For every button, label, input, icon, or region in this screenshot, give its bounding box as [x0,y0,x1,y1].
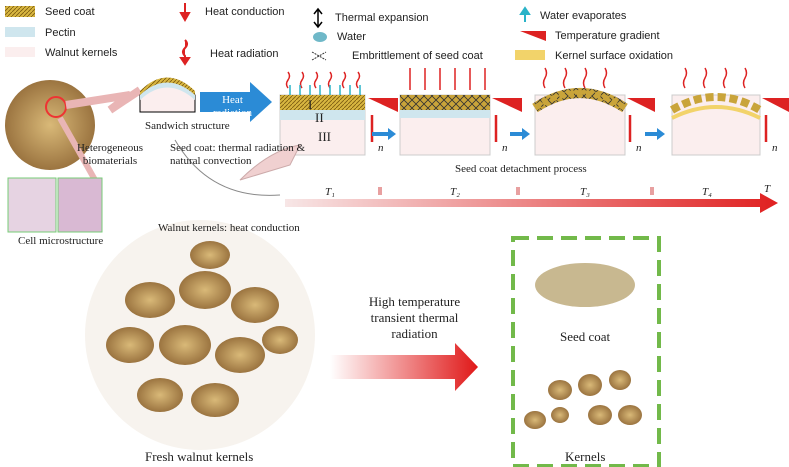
legend-label: Thermal expansion [335,12,429,24]
normal-label: n [378,142,384,154]
time-label: T₁ [325,186,335,198]
axis-label: T [764,183,771,195]
legend-label: Heat conduction [205,6,285,18]
legend-label: Walnut kernels [45,47,118,59]
legend-label: Seed coat [45,6,95,18]
normal-label: n [502,142,508,154]
label: Seed coat [560,329,611,344]
label: Sandwich structure [145,120,230,132]
arrow-label: Heat radiation [212,94,253,119]
time-label: T₂ [450,186,460,198]
legend-label: Kernel surface oxidation [555,50,674,62]
label: Kernels [565,449,606,464]
time-label: T₄ [702,186,712,198]
label: Seed coat detachment process [455,163,587,175]
label: Cell microstructure [18,235,104,247]
layer-label: I [308,97,313,112]
legend-label: Water [337,31,366,43]
label: Fresh walnut kernels [145,449,254,464]
legend-label: Pectin [45,27,76,39]
label: Heterogeneous biomaterials [77,142,143,167]
normal-label: n [772,142,778,154]
legend-label: Heat radiation [210,48,279,60]
legend-label: Water evaporates [540,10,627,22]
label: Seed coat: thermal radiation & natural c… [170,142,306,167]
time-label: T₃ [580,186,590,198]
label: High temperature transient thermal radia… [368,294,461,341]
legend-label: Temperature gradient [555,30,660,42]
layer-label: II [315,110,324,125]
layer-label: III [318,129,331,144]
normal-label: n [636,142,642,154]
label: Walnut kernels: heat conduction [158,222,300,234]
legend-label: Embrittlement of seed coat [352,50,483,62]
